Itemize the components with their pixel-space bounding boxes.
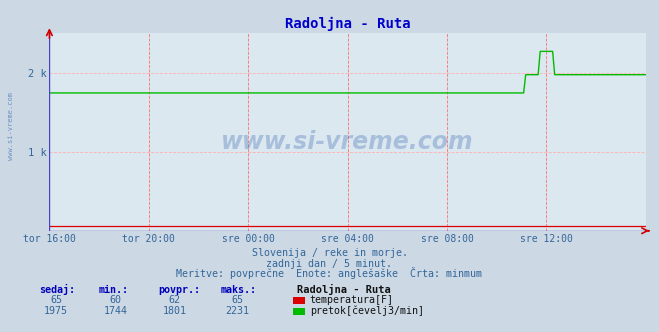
Text: min.:: min.:	[99, 285, 129, 295]
Text: 2231: 2231	[225, 306, 249, 316]
Text: 65: 65	[231, 295, 243, 305]
Text: pretok[čevelj3/min]: pretok[čevelj3/min]	[310, 305, 424, 316]
Text: temperatura[F]: temperatura[F]	[310, 295, 393, 305]
Title: Radoljna - Ruta: Radoljna - Ruta	[285, 17, 411, 31]
Text: 62: 62	[169, 295, 181, 305]
Text: www.si-vreme.com: www.si-vreme.com	[221, 130, 474, 154]
Text: povpr.:: povpr.:	[158, 285, 200, 295]
Text: 60: 60	[109, 295, 121, 305]
Text: sedaj:: sedaj:	[40, 284, 76, 295]
Text: maks.:: maks.:	[221, 285, 257, 295]
Text: Slovenija / reke in morje.: Slovenija / reke in morje.	[252, 248, 407, 258]
Text: 1801: 1801	[163, 306, 186, 316]
Text: 65: 65	[50, 295, 62, 305]
Text: 1744: 1744	[103, 306, 127, 316]
Text: www.si-vreme.com: www.si-vreme.com	[8, 92, 14, 160]
Text: Radoljna - Ruta: Radoljna - Ruta	[297, 284, 390, 295]
Text: zadnji dan / 5 minut.: zadnji dan / 5 minut.	[266, 259, 393, 269]
Text: 1975: 1975	[44, 306, 68, 316]
Text: Meritve: povprečne  Enote: anglešaške  Črta: minmum: Meritve: povprečne Enote: anglešaške Črt…	[177, 267, 482, 279]
